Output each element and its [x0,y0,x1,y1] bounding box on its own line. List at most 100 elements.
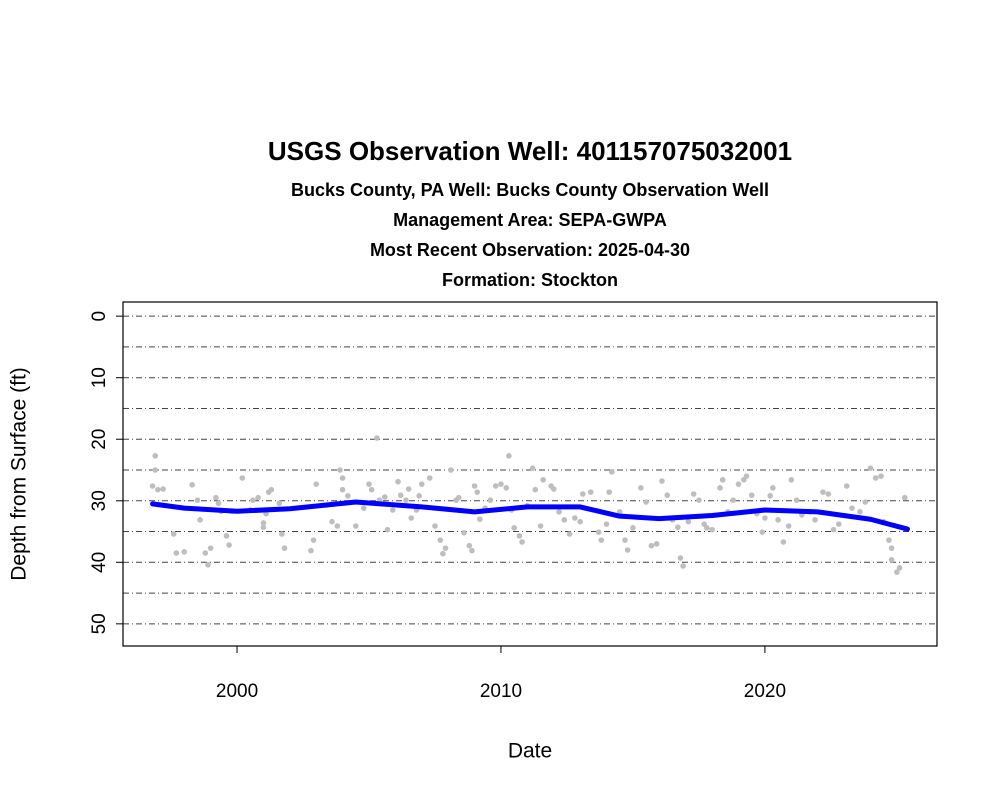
observation-point [268,486,275,493]
observation-point [867,465,874,471]
observation-point [170,531,177,537]
observation-point [437,537,444,543]
observation-point [577,518,583,525]
observation-point [498,481,504,487]
y-tick-label: 10 [89,367,110,388]
observation-point [878,473,884,479]
observation-point [397,492,404,499]
observation-point [374,435,380,441]
observation-point [888,557,895,563]
observation-point [416,493,422,499]
observation-point [820,489,826,495]
observation-point [677,555,684,561]
observation-point [609,469,615,475]
observation-point [461,529,467,536]
observation-point [160,486,166,492]
observation-point [587,489,594,495]
observation-point [896,565,903,571]
observation-point [506,453,512,459]
observation-point [173,550,180,556]
observation-point [345,493,351,499]
observation-point [337,467,343,473]
observation-point [537,523,544,529]
observation-point [894,569,900,575]
y-tick-label: 50 [89,613,110,634]
x-axis-label: Date [508,740,552,763]
observation-point [352,523,359,529]
observation-point [519,539,525,545]
observation-point [329,518,335,525]
observation-point [418,481,425,487]
smooth-line [150,499,910,532]
observation-point [474,489,481,495]
observation-point [276,500,283,507]
observation-point [313,481,320,487]
observation-point [477,516,483,523]
observation-point [775,517,781,523]
observation-point [366,481,372,487]
observation-point [448,467,454,473]
observation-point [368,486,375,493]
observation-point [308,547,314,554]
observation-point [743,473,750,479]
observation-point [770,485,776,491]
observation-point [719,477,726,483]
observation-point [598,537,605,543]
observation-point [767,493,773,499]
observation-point [487,497,494,503]
observation-point [197,517,203,523]
observation-point [181,549,188,555]
observation-point [748,492,755,499]
observation-point [616,509,623,515]
observation-point [516,533,523,539]
observation-point [155,486,161,493]
y-axis-label: Depth from Surface (ft) [8,367,31,581]
observation-point [780,539,787,545]
y-tick-label: 0 [89,311,110,322]
observation-point [281,545,288,551]
observation-point [886,537,892,543]
observation-point [426,475,433,481]
observation-point [872,475,879,481]
observation-point [339,486,346,493]
observation-point [455,494,462,501]
observation-point [405,486,412,492]
observation-point [189,481,195,488]
observation-point [213,494,219,501]
observation-point [215,500,222,507]
observation-point [471,483,478,489]
observation-point [901,494,908,501]
observation-point [260,520,267,526]
observation-point [239,475,246,481]
observation-point [888,545,895,551]
observation-point [550,486,557,492]
observation-point [511,525,517,531]
observation-point [788,477,795,483]
observation-point [643,499,649,505]
observation-point [685,518,692,525]
observation-point [603,521,610,527]
observation-point [680,563,686,569]
observation-point [149,483,156,489]
observation-point [659,478,665,484]
subtitle: Bucks County, PA Well: Bucks County Obse… [291,180,769,200]
observation-point [382,494,388,500]
observation-point [442,545,449,551]
observation-point [395,478,401,485]
observation-point [653,541,660,547]
observation-point [572,515,578,521]
observation-point [696,497,702,503]
x-tick-label: 2000 [216,681,258,702]
observation-point [624,547,631,553]
y-tick-label: 20 [89,429,110,450]
observation-point [825,491,832,497]
observation-point [260,524,267,531]
observation-point [762,515,768,521]
observation-point [704,525,710,531]
observation-point [843,483,850,489]
observation-point [152,467,159,473]
observation-point [532,486,539,493]
observation-point [310,537,317,543]
observation-point [595,529,602,535]
observation-point [339,475,346,481]
